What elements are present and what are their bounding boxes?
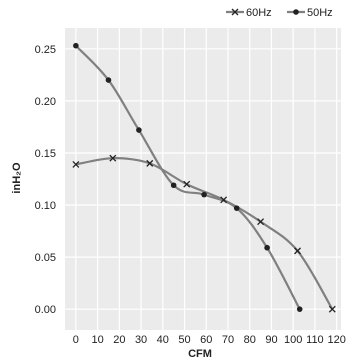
legend-marker-50hz [293, 9, 299, 15]
x-tick-label: 30 [135, 334, 147, 346]
x-tick-label: 60 [200, 334, 212, 346]
point-50hz [296, 306, 303, 312]
point-50hz [136, 127, 142, 133]
point-60hz [257, 218, 265, 226]
y-tick-label: 0.20 [35, 96, 56, 108]
point-50hz [170, 182, 177, 189]
x-tick-label: 90 [265, 334, 277, 346]
y-tick-label: 0.15 [35, 148, 56, 160]
x-tick-label: 50 [178, 334, 190, 346]
grid-lines [65, 28, 341, 330]
x-tick-label: 20 [113, 334, 125, 346]
point-60hz [183, 180, 191, 188]
x-tick-labels: 0 10 20 30 40 50 60 70 80 90 100 110 120 [73, 334, 346, 346]
point-50hz [233, 205, 240, 211]
legend-item-50hz: 50Hz [287, 7, 333, 19]
series-markers [72, 42, 336, 313]
point-60hz [294, 247, 301, 255]
point-60hz [328, 305, 336, 313]
plot-background [65, 28, 341, 330]
y-axis-title: inH₂O [11, 162, 23, 194]
y-tick-label: 0.00 [35, 304, 56, 316]
legend: 60Hz 50Hz [226, 7, 333, 19]
x-tick-label: 0 [73, 334, 79, 346]
x-tick-label: 110 [306, 334, 324, 346]
point-60hz [220, 196, 228, 204]
legend-item-60hz: 60Hz [226, 7, 272, 19]
legend-marker-60hz [231, 8, 239, 16]
x-tick-label: 70 [222, 334, 234, 346]
x-tick-label: 10 [91, 334, 103, 346]
point-50hz [201, 191, 207, 198]
x-tick-label: 40 [157, 334, 169, 346]
x-tick-label: 80 [244, 334, 256, 346]
point-50hz [264, 244, 270, 251]
point-50hz [105, 77, 112, 83]
point-60hz [72, 160, 80, 168]
point-60hz [109, 154, 117, 162]
x-tick-label: 100 [284, 334, 302, 346]
point-50hz [73, 42, 79, 49]
x-axis-title: CFM [188, 348, 212, 360]
y-tick-labels: 0.00 0.05 0.10 0.15 0.20 0.25 [35, 44, 56, 316]
y-tick-label: 0.25 [35, 44, 56, 56]
legend-label-50hz: 50Hz [307, 7, 333, 19]
y-tick-label: 0.10 [35, 200, 56, 212]
legend-label-60hz: 60Hz [246, 7, 272, 19]
point-60hz [146, 159, 154, 167]
x-tick-label: 120 [327, 334, 345, 346]
y-tick-label: 0.05 [35, 252, 56, 264]
